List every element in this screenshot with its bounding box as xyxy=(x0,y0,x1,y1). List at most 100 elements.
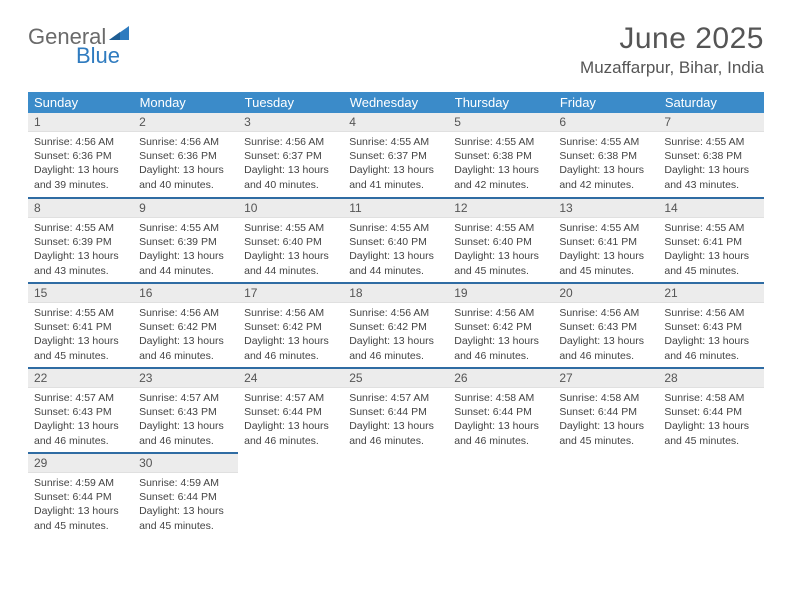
day-number: 5 xyxy=(448,113,553,132)
calendar-cell: 27Sunrise: 4:58 AMSunset: 6:44 PMDayligh… xyxy=(553,368,658,453)
calendar-cell: 23Sunrise: 4:57 AMSunset: 6:43 PMDayligh… xyxy=(133,368,238,453)
day-number: 8 xyxy=(28,199,133,218)
day-details: Sunrise: 4:57 AMSunset: 6:43 PMDaylight:… xyxy=(28,388,133,452)
day-details: Sunrise: 4:58 AMSunset: 6:44 PMDaylight:… xyxy=(658,388,763,452)
day-details: Sunrise: 4:55 AMSunset: 6:41 PMDaylight:… xyxy=(28,303,133,367)
day-details: Sunrise: 4:55 AMSunset: 6:38 PMDaylight:… xyxy=(553,132,658,196)
day-details: Sunrise: 4:55 AMSunset: 6:39 PMDaylight:… xyxy=(133,218,238,282)
weekday-header: Sunday xyxy=(28,92,133,113)
day-details: Sunrise: 4:55 AMSunset: 6:38 PMDaylight:… xyxy=(448,132,553,196)
day-details: Sunrise: 4:59 AMSunset: 6:44 PMDaylight:… xyxy=(28,473,133,537)
day-number: 27 xyxy=(553,369,658,388)
calendar-cell: .. xyxy=(553,453,658,538)
day-number: 7 xyxy=(658,113,763,132)
day-details: Sunrise: 4:58 AMSunset: 6:44 PMDaylight:… xyxy=(448,388,553,452)
calendar-cell: 1Sunrise: 4:56 AMSunset: 6:36 PMDaylight… xyxy=(28,113,133,198)
calendar-cell: 25Sunrise: 4:57 AMSunset: 6:44 PMDayligh… xyxy=(343,368,448,453)
logo-text-blue: Blue xyxy=(76,43,120,69)
day-details: Sunrise: 4:55 AMSunset: 6:40 PMDaylight:… xyxy=(343,218,448,282)
day-number: 4 xyxy=(343,113,448,132)
calendar-cell: 6Sunrise: 4:55 AMSunset: 6:38 PMDaylight… xyxy=(553,113,658,198)
day-number: 10 xyxy=(238,199,343,218)
calendar-cell: .. xyxy=(448,453,553,538)
weekday-header: Friday xyxy=(553,92,658,113)
calendar-cell: 18Sunrise: 4:56 AMSunset: 6:42 PMDayligh… xyxy=(343,283,448,368)
title-block: June 2025 Muzaffarpur, Bihar, India xyxy=(580,22,764,78)
logo: GeneralBlue xyxy=(28,24,130,69)
day-details: Sunrise: 4:56 AMSunset: 6:37 PMDaylight:… xyxy=(238,132,343,196)
day-number: 1 xyxy=(28,113,133,132)
calendar-cell: 2Sunrise: 4:56 AMSunset: 6:36 PMDaylight… xyxy=(133,113,238,198)
day-number: 6 xyxy=(553,113,658,132)
calendar-cell: 4Sunrise: 4:55 AMSunset: 6:37 PMDaylight… xyxy=(343,113,448,198)
location: Muzaffarpur, Bihar, India xyxy=(580,58,764,78)
day-details: Sunrise: 4:59 AMSunset: 6:44 PMDaylight:… xyxy=(133,473,238,537)
day-details: Sunrise: 4:57 AMSunset: 6:44 PMDaylight:… xyxy=(238,388,343,452)
day-details: Sunrise: 4:56 AMSunset: 6:36 PMDaylight:… xyxy=(133,132,238,196)
day-number: 23 xyxy=(133,369,238,388)
calendar-cell: .. xyxy=(658,453,763,538)
calendar-cell: 30Sunrise: 4:59 AMSunset: 6:44 PMDayligh… xyxy=(133,453,238,538)
calendar-cell: 9Sunrise: 4:55 AMSunset: 6:39 PMDaylight… xyxy=(133,198,238,283)
weekday-header: Thursday xyxy=(448,92,553,113)
calendar-cell: 10Sunrise: 4:55 AMSunset: 6:40 PMDayligh… xyxy=(238,198,343,283)
calendar-cell: 15Sunrise: 4:55 AMSunset: 6:41 PMDayligh… xyxy=(28,283,133,368)
day-number: 18 xyxy=(343,284,448,303)
day-number: 16 xyxy=(133,284,238,303)
calendar-row: 1Sunrise: 4:56 AMSunset: 6:36 PMDaylight… xyxy=(28,113,764,198)
calendar-cell: 14Sunrise: 4:55 AMSunset: 6:41 PMDayligh… xyxy=(658,198,763,283)
calendar-cell: 19Sunrise: 4:56 AMSunset: 6:42 PMDayligh… xyxy=(448,283,553,368)
calendar-cell: 5Sunrise: 4:55 AMSunset: 6:38 PMDaylight… xyxy=(448,113,553,198)
calendar-cell: 26Sunrise: 4:58 AMSunset: 6:44 PMDayligh… xyxy=(448,368,553,453)
day-details: Sunrise: 4:55 AMSunset: 6:38 PMDaylight:… xyxy=(658,132,763,196)
day-details: Sunrise: 4:57 AMSunset: 6:43 PMDaylight:… xyxy=(133,388,238,452)
day-number: 9 xyxy=(133,199,238,218)
day-number: 11 xyxy=(343,199,448,218)
day-number: 19 xyxy=(448,284,553,303)
calendar-cell: 21Sunrise: 4:56 AMSunset: 6:43 PMDayligh… xyxy=(658,283,763,368)
calendar-cell: 8Sunrise: 4:55 AMSunset: 6:39 PMDaylight… xyxy=(28,198,133,283)
weekday-header: Saturday xyxy=(658,92,763,113)
month-title: June 2025 xyxy=(580,22,764,56)
calendar-cell: 11Sunrise: 4:55 AMSunset: 6:40 PMDayligh… xyxy=(343,198,448,283)
day-details: Sunrise: 4:58 AMSunset: 6:44 PMDaylight:… xyxy=(553,388,658,452)
calendar-row: 22Sunrise: 4:57 AMSunset: 6:43 PMDayligh… xyxy=(28,368,764,453)
calendar-cell: 24Sunrise: 4:57 AMSunset: 6:44 PMDayligh… xyxy=(238,368,343,453)
day-details: Sunrise: 4:55 AMSunset: 6:40 PMDaylight:… xyxy=(238,218,343,282)
calendar-cell: 20Sunrise: 4:56 AMSunset: 6:43 PMDayligh… xyxy=(553,283,658,368)
day-details: Sunrise: 4:56 AMSunset: 6:42 PMDaylight:… xyxy=(448,303,553,367)
calendar-cell: 22Sunrise: 4:57 AMSunset: 6:43 PMDayligh… xyxy=(28,368,133,453)
day-number: 14 xyxy=(658,199,763,218)
weekday-header-row: Sunday Monday Tuesday Wednesday Thursday… xyxy=(28,92,764,113)
day-details: Sunrise: 4:56 AMSunset: 6:42 PMDaylight:… xyxy=(238,303,343,367)
day-details: Sunrise: 4:55 AMSunset: 6:39 PMDaylight:… xyxy=(28,218,133,282)
day-number: 12 xyxy=(448,199,553,218)
calendar-cell: 12Sunrise: 4:55 AMSunset: 6:40 PMDayligh… xyxy=(448,198,553,283)
calendar-row: 15Sunrise: 4:55 AMSunset: 6:41 PMDayligh… xyxy=(28,283,764,368)
weekday-header: Monday xyxy=(133,92,238,113)
day-details: Sunrise: 4:56 AMSunset: 6:36 PMDaylight:… xyxy=(28,132,133,196)
calendar-cell: 28Sunrise: 4:58 AMSunset: 6:44 PMDayligh… xyxy=(658,368,763,453)
day-details: Sunrise: 4:55 AMSunset: 6:41 PMDaylight:… xyxy=(658,218,763,282)
day-number: 21 xyxy=(658,284,763,303)
day-number: 17 xyxy=(238,284,343,303)
day-number: 13 xyxy=(553,199,658,218)
day-number: 2 xyxy=(133,113,238,132)
day-number: 20 xyxy=(553,284,658,303)
day-number: 24 xyxy=(238,369,343,388)
weekday-header: Tuesday xyxy=(238,92,343,113)
day-number: 28 xyxy=(658,369,763,388)
calendar-table: Sunday Monday Tuesday Wednesday Thursday… xyxy=(28,92,764,538)
calendar-cell: .. xyxy=(343,453,448,538)
day-details: Sunrise: 4:56 AMSunset: 6:43 PMDaylight:… xyxy=(658,303,763,367)
day-number: 30 xyxy=(133,454,238,473)
calendar-cell: 3Sunrise: 4:56 AMSunset: 6:37 PMDaylight… xyxy=(238,113,343,198)
day-number: 25 xyxy=(343,369,448,388)
calendar-cell: 13Sunrise: 4:55 AMSunset: 6:41 PMDayligh… xyxy=(553,198,658,283)
day-details: Sunrise: 4:55 AMSunset: 6:40 PMDaylight:… xyxy=(448,218,553,282)
day-number: 22 xyxy=(28,369,133,388)
day-details: Sunrise: 4:56 AMSunset: 6:42 PMDaylight:… xyxy=(133,303,238,367)
day-details: Sunrise: 4:55 AMSunset: 6:41 PMDaylight:… xyxy=(553,218,658,282)
day-number: 29 xyxy=(28,454,133,473)
day-number: 3 xyxy=(238,113,343,132)
